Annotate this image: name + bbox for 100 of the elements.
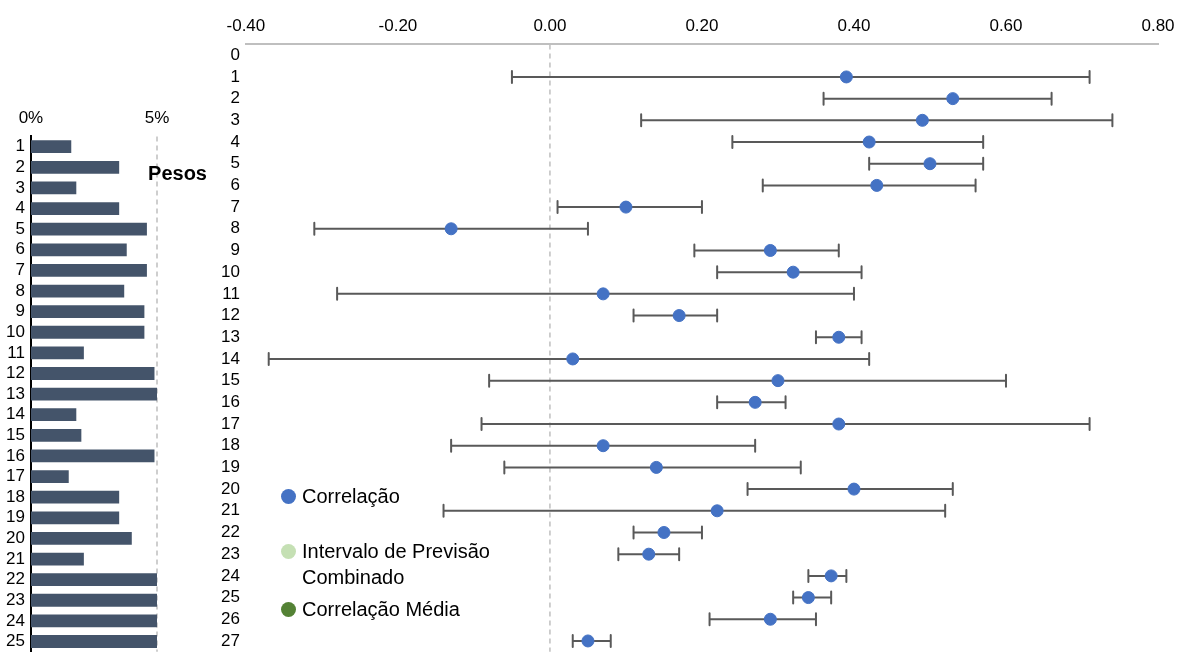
y-tick-label: 8 (15, 280, 25, 300)
point (946, 92, 960, 106)
bar (30, 614, 157, 628)
y-tick-label: 5 (230, 153, 240, 173)
x-tick-label: 0.20 (685, 15, 719, 35)
point (786, 265, 800, 279)
y-tick-label: 1 (15, 136, 25, 156)
y-tick-label: 22 (220, 522, 240, 542)
y-tick-label: 23 (5, 589, 25, 609)
y-tick-label: 23 (220, 543, 240, 563)
y-tick-label: 25 (5, 631, 25, 651)
y-tick-label: 21 (5, 548, 25, 568)
y-tick-label: 24 (5, 610, 25, 630)
bar (30, 284, 125, 298)
x-tick-label: 5% (144, 107, 170, 127)
bar (30, 573, 157, 587)
y-tick-label: 0 (230, 44, 240, 64)
y-tick-label: 24 (220, 565, 240, 585)
bar (30, 181, 77, 195)
y-tick-label: 7 (230, 196, 240, 216)
y-tick-label: 12 (220, 305, 240, 325)
point (710, 504, 724, 518)
bar (30, 511, 120, 525)
y-tick-label: 3 (230, 110, 240, 130)
point (444, 222, 458, 236)
bar (30, 532, 132, 545)
y-tick-label: 14 (220, 348, 240, 368)
y-tick-label: 18 (220, 435, 240, 455)
point (801, 591, 815, 605)
y-tick-label: 13 (220, 326, 240, 346)
bar (30, 346, 84, 360)
y-tick-label: 13 (5, 383, 25, 403)
bar (30, 243, 127, 257)
bar (30, 552, 84, 566)
bar (30, 367, 155, 380)
y-tick-label: 18 (5, 486, 25, 506)
point (824, 569, 838, 583)
point (596, 439, 610, 453)
y-tick-label: 11 (222, 283, 240, 303)
point (566, 352, 580, 366)
y-tick-label: 2 (15, 157, 25, 177)
y-tick-label: 19 (220, 457, 240, 477)
legend-label: Correlação (302, 484, 400, 509)
y-tick-label: 10 (5, 321, 25, 341)
point (619, 200, 633, 214)
point (672, 309, 686, 323)
y-tick-label: 22 (5, 569, 25, 589)
point (748, 395, 762, 409)
point (847, 482, 861, 496)
y-tick-label: 17 (5, 466, 25, 486)
x-tick-label: 0.40 (837, 15, 871, 35)
y-tick-label: 15 (220, 370, 240, 390)
point (832, 417, 846, 431)
bar (30, 428, 82, 442)
point (657, 525, 671, 539)
legend-label: Intervalo de Previsão Combinado (302, 539, 491, 590)
point (649, 460, 663, 474)
point (839, 70, 853, 84)
x-tick-label: 0.80 (1141, 15, 1175, 35)
point (763, 612, 777, 626)
bar (30, 160, 120, 174)
point (915, 113, 929, 127)
point (923, 157, 937, 171)
y-tick-label: 19 (5, 507, 25, 527)
y-tick-label: 26 (220, 608, 240, 628)
bar (30, 305, 145, 319)
y-tick-label: 4 (15, 198, 25, 218)
y-tick-label: 27 (220, 630, 240, 650)
point (581, 634, 595, 648)
legend-label: Correlação Média (302, 597, 460, 622)
y-tick-label: 7 (15, 260, 25, 280)
bar (30, 222, 147, 236)
y-tick-label: 15 (5, 425, 25, 445)
bar (30, 325, 145, 339)
y-tick-label: 9 (230, 240, 240, 260)
bar (30, 593, 157, 607)
y-tick-label: 25 (220, 587, 240, 607)
y-tick-label: 9 (15, 301, 25, 321)
point (862, 135, 876, 149)
bar (30, 140, 72, 154)
point (596, 287, 610, 301)
x-tick-label: 0% (18, 107, 44, 127)
y-tick-label: 5 (15, 218, 25, 238)
y-tick-label: 17 (220, 413, 240, 433)
bar (30, 635, 157, 648)
y-tick-label: 1 (230, 66, 240, 86)
y-tick-label: 21 (220, 500, 240, 520)
point (771, 374, 785, 388)
point (832, 330, 846, 344)
x-tick-label: -0.40 (226, 15, 266, 35)
bar (30, 449, 155, 463)
y-tick-label: 8 (230, 218, 240, 238)
bar (30, 490, 120, 504)
x-tick-label: -0.20 (378, 15, 418, 35)
bar (30, 202, 120, 215)
y-tick-label: 6 (15, 239, 25, 259)
y-tick-label: 3 (15, 177, 25, 197)
text: Pesos (148, 162, 207, 185)
x-tick-label: 0.00 (533, 15, 567, 35)
x-tick-label: 0.60 (989, 15, 1023, 35)
